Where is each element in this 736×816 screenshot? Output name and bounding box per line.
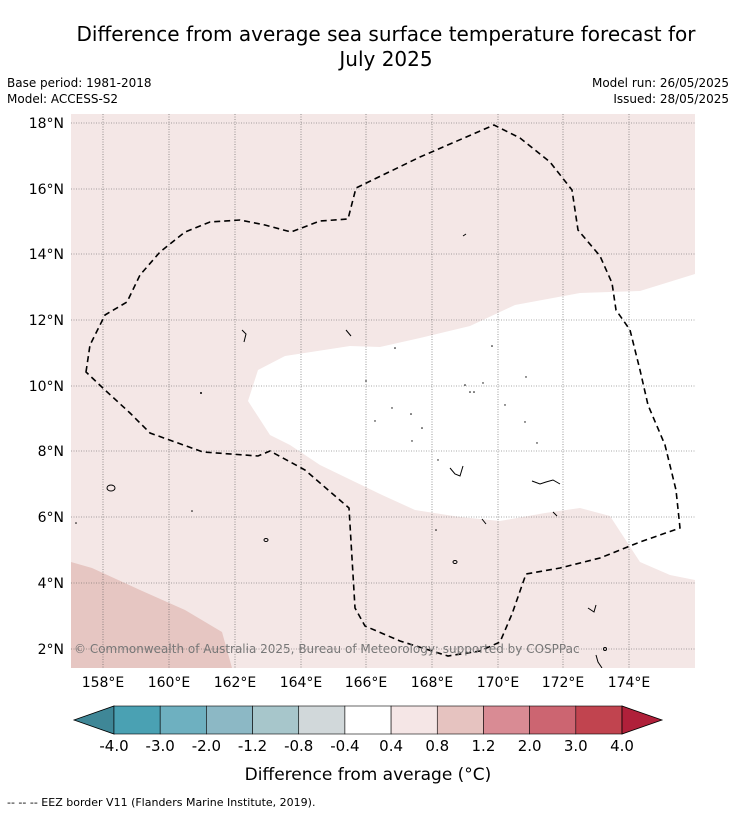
colorbar-tick-label: -0.4 bbox=[330, 737, 359, 755]
colorbar-segment bbox=[344, 705, 392, 735]
colorbar-segment bbox=[483, 705, 530, 735]
island bbox=[462, 233, 467, 237]
lon-labels: 158°E 160°E 162°E 164°E 166°E 168°E 170°… bbox=[82, 675, 651, 691]
eez-border bbox=[85, 124, 681, 657]
colorbar-extend-low bbox=[72, 705, 115, 735]
map-area: © Commonwealth of Australia 2025, Bureau… bbox=[71, 114, 695, 668]
colorbar-tick-label: 0.4 bbox=[379, 737, 403, 755]
lon-label: 170°E bbox=[477, 675, 520, 691]
island bbox=[263, 538, 269, 542]
islands bbox=[106, 233, 607, 668]
island bbox=[449, 465, 464, 477]
colorbar-segment bbox=[298, 705, 346, 735]
model-name: Model: ACCESS-S2 bbox=[7, 92, 119, 106]
lat-label: 18°N bbox=[29, 116, 64, 132]
meta-right: Model run: 26/05/2025 Issued: 28/05/2025 bbox=[592, 75, 729, 107]
island bbox=[106, 484, 116, 492]
base-period: Base period: 1981-2018 bbox=[7, 76, 152, 90]
sst-band-0.8-1.2 bbox=[71, 562, 232, 668]
lat-label: 10°N bbox=[29, 379, 64, 395]
title-line-2: July 2025 bbox=[339, 47, 433, 71]
colorbar-segment bbox=[113, 705, 161, 735]
island bbox=[587, 604, 597, 613]
lon-label: 160°E bbox=[148, 675, 191, 691]
island-dots bbox=[75, 345, 538, 531]
colorbar-tick-label: 4.0 bbox=[610, 737, 634, 755]
colorbar-tick-label: 0.8 bbox=[425, 737, 449, 755]
lon-label: 162°E bbox=[214, 675, 257, 691]
island bbox=[241, 329, 247, 343]
island bbox=[595, 654, 603, 668]
lat-label: 2°N bbox=[38, 642, 64, 658]
island bbox=[452, 560, 458, 564]
colorbar bbox=[72, 705, 664, 735]
lon-label: 168°E bbox=[411, 675, 454, 691]
island bbox=[603, 647, 607, 651]
island bbox=[345, 329, 352, 337]
lon-label: 166°E bbox=[345, 675, 388, 691]
island bbox=[552, 511, 558, 517]
colorbar-tick-label: -1.2 bbox=[238, 737, 267, 755]
colorbar-tick-label: -2.0 bbox=[192, 737, 221, 755]
lon-label: 158°E bbox=[82, 675, 125, 691]
colorbar-tick-label: -3.0 bbox=[146, 737, 175, 755]
lon-label: 164°E bbox=[280, 675, 323, 691]
colorbar-segment bbox=[159, 705, 207, 735]
copyright-text: © Commonwealth of Australia 2025, Bureau… bbox=[74, 642, 580, 656]
lat-label: 8°N bbox=[38, 444, 64, 460]
model-run: Model run: 26/05/2025 bbox=[591, 76, 729, 90]
lon-label: 172°E bbox=[542, 675, 585, 691]
colorbar-segment bbox=[529, 705, 577, 735]
lat-labels: 18°N 16°N 14°N 12°N 10°N 8°N 6°N 4°N 2°N bbox=[29, 116, 64, 658]
colorbar-extend-high bbox=[621, 705, 664, 735]
sst-neutral-region bbox=[248, 274, 695, 580]
colorbar-tick-label: 2.0 bbox=[518, 737, 542, 755]
colorbar-segment bbox=[252, 705, 300, 735]
title-line-1: Difference from average sea surface temp… bbox=[76, 22, 696, 46]
issued-date: Issued: 28/05/2025 bbox=[613, 92, 729, 106]
lat-label: 4°N bbox=[38, 576, 64, 592]
colorbar-segment bbox=[436, 705, 484, 735]
colorbar-tick-label: 3.0 bbox=[564, 737, 588, 755]
colorbar-segment bbox=[575, 705, 623, 735]
meta-left: Base period: 1981-2018 Model: ACCESS-S2 bbox=[7, 75, 152, 107]
lat-label: 14°N bbox=[29, 247, 64, 263]
island bbox=[531, 479, 561, 485]
colorbar-tick-label: -0.8 bbox=[284, 737, 313, 755]
island bbox=[481, 518, 487, 525]
graticule bbox=[71, 114, 695, 668]
colorbar-tick-label: -4.0 bbox=[99, 737, 128, 755]
lat-label: 6°N bbox=[38, 510, 64, 526]
lat-label: 12°N bbox=[29, 313, 64, 329]
colorbar-segment bbox=[390, 705, 438, 735]
colorbar-label: Difference from average (°C) bbox=[245, 765, 492, 785]
chart-title: Difference from average sea surface temp… bbox=[40, 22, 732, 72]
colorbar-segment bbox=[206, 705, 253, 735]
lat-label: 16°N bbox=[29, 182, 64, 198]
lon-label: 174°E bbox=[608, 675, 651, 691]
colorbar-ticks: -4.0 -3.0 -2.0 -1.2 -0.8 -0.4 0.4 0.8 1.2 2.0 3.0 4… bbox=[99, 737, 634, 755]
eez-footnote: -- -- -- EEZ border V11 (Flanders Marine… bbox=[7, 796, 316, 809]
colorbar-tick-label: 1.2 bbox=[472, 737, 496, 755]
